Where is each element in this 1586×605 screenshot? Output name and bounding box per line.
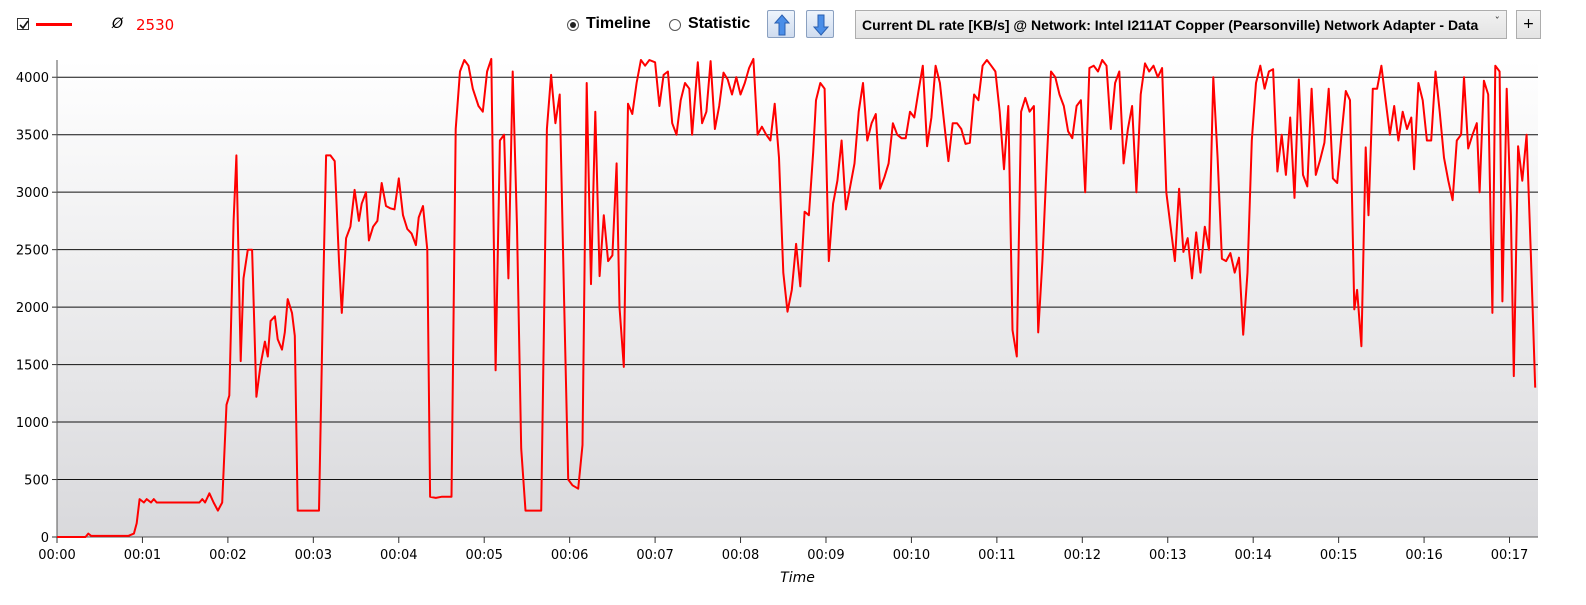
radio-timeline-label[interactable]: Timeline [586, 15, 651, 32]
arrow-up-icon [773, 14, 791, 36]
x-tick-label: 00:09 [807, 548, 844, 563]
y-axis: 0 500 1000 1500 2000 2500 3000 3500 4000 [16, 60, 58, 546]
average-symbol: Ø [112, 16, 124, 32]
series-line [57, 57, 1537, 538]
x-tick-label: 00:10 [893, 548, 930, 563]
x-axis: 00:00 00:01 00:02 00:03 00:04 00:05 00:06 00:07… [38, 537, 1528, 563]
plot-background [57, 60, 1538, 537]
x-tick-label: 00:14 [1234, 548, 1271, 563]
x-tick-label: 00:03 [295, 548, 332, 563]
y-tick-label: 1000 [16, 416, 49, 431]
metric-select[interactable]: Current DL rate [KB/s] @ Network: Intel … [855, 10, 1507, 39]
series-legend-line [36, 23, 72, 26]
x-tick-label: 00:06 [551, 548, 588, 563]
radio-statistic-label[interactable]: Statistic [688, 15, 751, 32]
move-up-button[interactable] [767, 10, 795, 38]
x-tick-label: 00:16 [1405, 548, 1442, 563]
add-series-button[interactable]: + [1516, 10, 1541, 39]
y-tick-label: 0 [41, 531, 49, 546]
move-down-button[interactable] [806, 10, 834, 38]
metric-select-value: Current DL rate [KB/s] @ Network: Intel … [862, 17, 1482, 33]
x-tick-label: 00:17 [1491, 548, 1528, 563]
radio-selected-dot [570, 22, 576, 28]
x-tick-label: 00:13 [1149, 548, 1186, 563]
checkmark-icon [19, 20, 29, 30]
x-tick-label: 00:01 [124, 548, 161, 563]
x-tick-label: 00:05 [465, 548, 502, 563]
radio-statistic[interactable] [669, 19, 681, 31]
y-tick-label: 1500 [16, 359, 49, 374]
x-axis-title: Time [780, 570, 815, 586]
x-tick-label: 00:11 [978, 548, 1015, 563]
x-tick-label: 00:12 [1064, 548, 1101, 563]
y-tick-label: 2500 [16, 244, 49, 259]
y-tick-label: 500 [24, 474, 49, 489]
y-tick-label: 4000 [16, 71, 49, 86]
radio-timeline[interactable] [567, 19, 579, 31]
average-value: 2530 [136, 16, 175, 34]
toolbar: Ø 2530 Timeline Statistic Current DL rat… [0, 0, 1586, 50]
chevron-down-icon: ˇ [1494, 15, 1501, 28]
x-tick-label: 00:08 [722, 548, 759, 563]
x-tick-label: 00:07 [636, 548, 673, 563]
x-tick-label: 00:00 [38, 548, 75, 563]
series-visible-checkbox[interactable] [17, 18, 29, 30]
y-tick-label: 2000 [16, 301, 49, 316]
y-tick-label: 3500 [16, 129, 49, 144]
x-tick-label: 00:15 [1320, 548, 1357, 563]
x-tick-label: 00:04 [380, 548, 417, 563]
x-tick-label: 00:02 [209, 548, 246, 563]
y-tick-label: 3000 [16, 186, 49, 201]
arrow-down-icon [812, 14, 830, 36]
